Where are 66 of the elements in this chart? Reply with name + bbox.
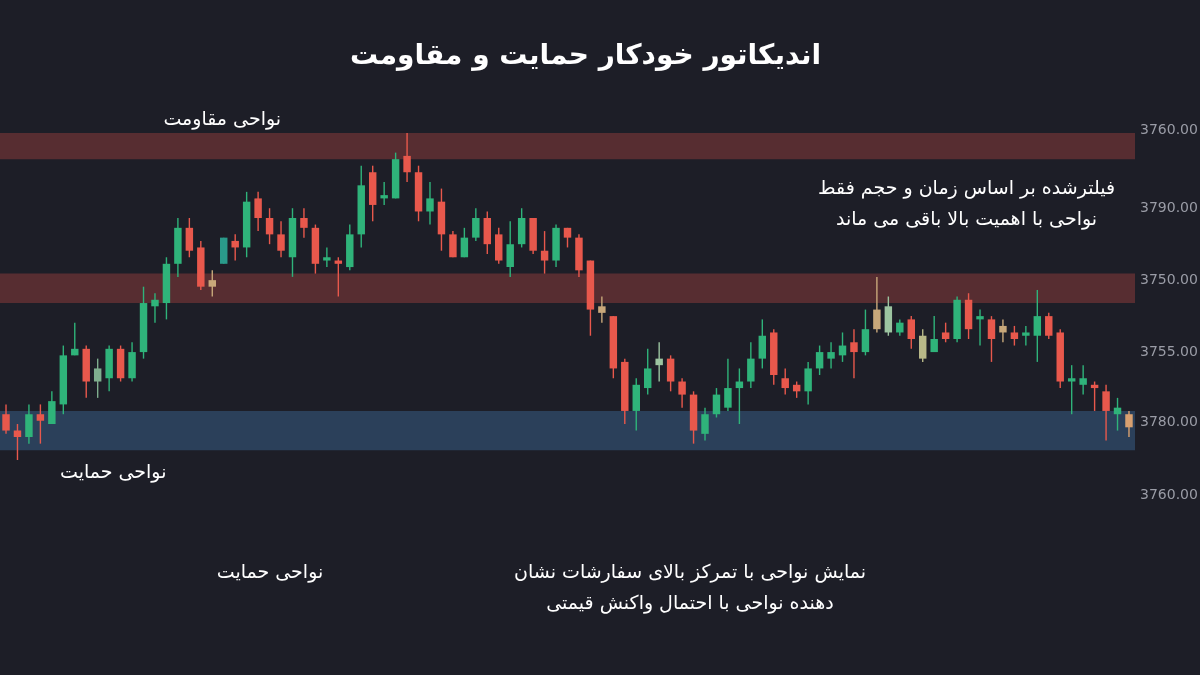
candlestick — [403, 132, 411, 183]
text: 3755.00 — [1140, 343, 1198, 359]
candlestick — [231, 233, 239, 262]
candlestick — [598, 295, 606, 324]
candlestick — [277, 220, 285, 258]
candlestick — [540, 230, 549, 275]
candlestick — [254, 191, 262, 232]
candlestick — [1033, 289, 1042, 363]
candlestick — [151, 292, 159, 324]
candlestick — [999, 318, 1007, 343]
candlestick — [36, 403, 45, 445]
candlestick — [472, 207, 480, 242]
candlestick — [1010, 325, 1019, 347]
candlestick — [1067, 364, 1076, 415]
candlestick — [643, 348, 652, 396]
text: نواحی حمایت — [215, 559, 325, 585]
candlestick — [758, 318, 767, 370]
candlestick — [666, 354, 675, 393]
candlestick — [712, 387, 721, 419]
candlestick — [300, 207, 308, 239]
chart-title: اندیکاتور خودکار حمایت و مقاومت — [350, 38, 822, 71]
candlestick — [460, 227, 469, 258]
candlestick — [93, 357, 102, 399]
candlestick — [323, 246, 331, 268]
candlestick — [919, 328, 927, 363]
text: 3790.00 — [1140, 199, 1198, 215]
candlestick — [930, 315, 938, 353]
candlestick — [449, 230, 457, 258]
candlestick — [941, 321, 950, 343]
candlestick — [655, 341, 663, 383]
candlestick — [678, 377, 686, 409]
text: نمایش نواحی با تمرکز بالای سفارشات نشان دهنده نواحی با احتمال واکنش قیمتی — [513, 559, 867, 616]
candlestick — [265, 207, 274, 245]
band-label: نواحی حمایت — [59, 460, 167, 484]
candlestick — [701, 406, 709, 442]
candlestick — [380, 181, 388, 206]
text: 3750.00 — [1140, 271, 1198, 287]
candlestick — [815, 344, 824, 376]
text: 3780.00 — [1140, 413, 1198, 429]
candlestick — [48, 390, 56, 425]
candlestick — [861, 308, 870, 357]
candlestick — [25, 403, 33, 445]
candlestick — [1102, 384, 1110, 442]
candlestick — [907, 315, 915, 350]
candlestick — [724, 357, 732, 412]
candlestick — [1079, 364, 1087, 396]
candlestick — [747, 341, 755, 389]
candlestick — [1125, 410, 1133, 438]
candlestick — [804, 361, 812, 406]
candlestick — [850, 328, 858, 379]
candlestick — [208, 269, 216, 298]
candlestick — [2, 403, 10, 435]
candlestick — [185, 217, 194, 258]
annotation: فیلترشده بر اساس زمان و حجم فقط نواحی با اهمیت بالا باقی می ماند — [817, 175, 1115, 232]
candlestick — [976, 308, 984, 347]
candlestick — [987, 315, 996, 363]
text: 3760.00 — [1140, 121, 1198, 137]
candlestick — [1022, 325, 1030, 347]
band-label: نواحی مقاومت — [163, 107, 282, 130]
candlestick — [1045, 312, 1053, 340]
candlestick — [426, 181, 434, 226]
candlestick — [781, 367, 789, 396]
candlestick — [827, 341, 835, 370]
candlestick — [506, 220, 514, 278]
candlestick — [873, 276, 881, 334]
text: 3760.00 — [1140, 486, 1198, 502]
